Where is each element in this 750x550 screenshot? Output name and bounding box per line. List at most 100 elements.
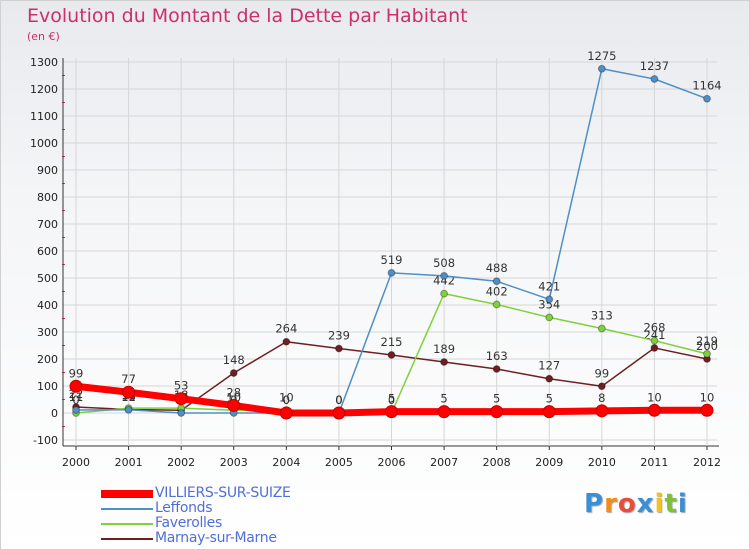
data-label: 200 (696, 339, 718, 353)
data-label: 1237 (640, 59, 669, 73)
x-tick-label: 2010 (588, 456, 616, 469)
data-label: 5 (493, 392, 500, 406)
y-tick-label: 1000 (30, 137, 58, 150)
data-label: 402 (486, 284, 508, 298)
data-label: 148 (223, 353, 245, 367)
data-point (177, 409, 186, 417)
y-tick-label: 500 (37, 272, 58, 285)
data-label: 0 (72, 393, 79, 407)
x-tick-label: 2009 (535, 456, 563, 469)
data-point (437, 405, 451, 419)
y-tick-label: -100 (33, 434, 58, 447)
data-point (282, 337, 291, 346)
data-point (72, 406, 80, 414)
data-point (492, 277, 501, 286)
data-label: 77 (121, 372, 136, 386)
logo-letter: x (636, 489, 655, 519)
y-tick-label: 700 (37, 218, 58, 231)
data-point (122, 385, 136, 399)
data-point (703, 94, 711, 103)
data-point (492, 365, 501, 373)
data-label: 1164 (692, 79, 721, 93)
data-label: 8 (598, 391, 605, 405)
x-tick-label: 2003 (220, 456, 248, 469)
data-point (387, 351, 396, 359)
y-tick-label: 600 (37, 245, 58, 258)
legend-label: VILLIERS-SUR-SUIZE (155, 485, 291, 501)
logo-letter: P (584, 489, 605, 519)
y-tick-label: 400 (37, 299, 58, 312)
data-point (69, 379, 83, 393)
data-point (597, 324, 606, 333)
data-point (227, 398, 241, 412)
legend-label: Marnay-sur-Marne (155, 530, 277, 546)
data-label: 189 (433, 342, 455, 356)
data-label: 0 (335, 393, 342, 407)
data-point (545, 295, 554, 304)
data-label: 0 (283, 393, 290, 407)
data-label: 442 (433, 274, 455, 288)
data-label: 0 (335, 393, 342, 407)
logo-letter: i (677, 489, 688, 519)
logo-letter: t (664, 489, 678, 519)
data-label: 28 (226, 385, 241, 399)
data-label: 0 (283, 393, 290, 407)
legend-swatch (101, 507, 153, 510)
x-tick-label: 2005 (325, 456, 353, 469)
data-label: 508 (433, 256, 455, 270)
data-point (492, 300, 501, 309)
y-tick-label: 300 (37, 326, 58, 339)
legend-swatch (101, 537, 153, 540)
y-tick-label: 100 (37, 380, 58, 393)
data-label: 215 (381, 335, 403, 349)
data-point (647, 403, 661, 417)
data-point (490, 405, 504, 419)
data-label: 5 (546, 392, 553, 406)
data-point (440, 358, 448, 366)
x-tick-label: 2007 (430, 456, 458, 469)
data-point (335, 344, 343, 353)
data-label: 219 (696, 334, 718, 348)
x-tick-label: 2001 (115, 456, 143, 469)
y-tick-label: 200 (37, 353, 58, 366)
data-point (650, 75, 659, 83)
data-label: 163 (486, 349, 508, 363)
data-point (703, 349, 711, 358)
data-point (700, 403, 714, 417)
y-tick-label: 0 (51, 407, 58, 420)
logo-letter: o (617, 489, 637, 519)
data-point (124, 405, 133, 414)
data-label: 241 (643, 328, 665, 342)
legend-label: Leffonds (155, 500, 213, 516)
y-tick-label: 1100 (30, 110, 58, 123)
data-point (279, 406, 293, 420)
data-label: 239 (328, 328, 350, 342)
data-point (440, 289, 448, 298)
x-tick-label: 2008 (483, 456, 511, 469)
data-label: 1275 (587, 49, 616, 63)
y-tick-label: 900 (37, 164, 58, 177)
unit-label: (en €) (27, 30, 60, 43)
data-label: 5 (388, 392, 395, 406)
data-label: 5 (440, 392, 447, 406)
data-label: 519 (381, 253, 403, 267)
data-point (174, 392, 188, 406)
data-point (545, 374, 554, 383)
data-label: 0 (388, 393, 395, 407)
x-tick-label: 2012 (693, 456, 721, 469)
data-point (542, 405, 556, 419)
y-tick-label: 1300 (30, 56, 58, 69)
x-tick-label: 2002 (167, 456, 195, 469)
x-tick-label: 2006 (378, 456, 406, 469)
data-point (385, 405, 398, 419)
data-point (332, 406, 346, 420)
proxiti-logo: Proxiti (584, 489, 688, 519)
data-label: 127 (538, 359, 560, 373)
data-label: 313 (591, 308, 613, 322)
chart-title: Evolution du Montant de la Dette par Hab… (27, 5, 468, 27)
logo-letter: r (604, 489, 618, 519)
data-label: 11 (69, 390, 84, 404)
data-point (595, 404, 609, 418)
legend-swatch (101, 522, 153, 525)
